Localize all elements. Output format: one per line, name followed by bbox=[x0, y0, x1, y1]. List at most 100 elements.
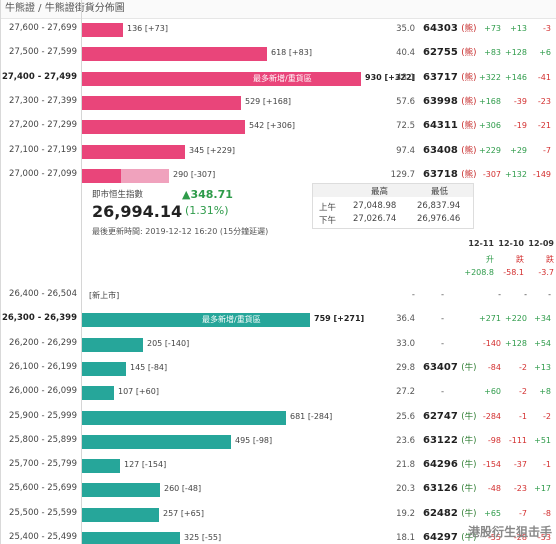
bar[interactable] bbox=[82, 95, 241, 110]
pm-label: 下午 bbox=[319, 216, 337, 226]
bull_rows-row: 26,400 - 26,504 [新上市] - - - - - bbox=[1, 284, 556, 308]
bar[interactable] bbox=[82, 507, 159, 522]
warrant-code-empty: - bbox=[441, 314, 445, 325]
daily-change: -23 bbox=[513, 484, 527, 494]
strike-range: 25,900 - 25,999 bbox=[9, 410, 77, 421]
index-value: 26,994.14 bbox=[92, 202, 183, 221]
warrant-code[interactable]: 62482 (牛) bbox=[423, 507, 477, 519]
pts-2: -58.1 bbox=[503, 268, 524, 277]
warrant-code-empty: - bbox=[441, 338, 445, 349]
bull_rows-row: 25,400 - 25,499 325 [-55] 18.1 64297 (牛) -55… bbox=[1, 527, 556, 544]
strike-range: 25,400 - 25,499 bbox=[9, 532, 77, 542]
bar[interactable] bbox=[82, 483, 160, 498]
bar[interactable] bbox=[82, 459, 120, 474]
bar-label: 136 [+73] bbox=[127, 24, 168, 33]
daily-change: +29 bbox=[510, 145, 527, 155]
bar[interactable] bbox=[82, 23, 123, 37]
daily-change: -1 bbox=[519, 411, 527, 421]
strike-range: 27,400 - 27,499 bbox=[1, 71, 77, 82]
index-title: 即市恒生指數 bbox=[92, 190, 144, 200]
daily-change: +13 bbox=[534, 362, 551, 372]
hot-zone-label: 最多新增/重貨區 bbox=[253, 73, 312, 83]
bar-label: 759 [+271] bbox=[314, 314, 365, 324]
strike-range: 25,800 - 25,899 bbox=[9, 434, 77, 445]
daily-change: +51 bbox=[534, 435, 551, 445]
strike-range: 25,600 - 25,699 bbox=[9, 483, 77, 494]
last-updated: 最後更新時間: 2019-12-12 16:20 (15分鐘延遲) bbox=[92, 227, 269, 236]
bar[interactable] bbox=[82, 532, 180, 544]
bar-label: 290 [-307] bbox=[173, 169, 216, 179]
bar[interactable] bbox=[82, 120, 245, 135]
bear_rows-row: 27,300 - 27,399 529 [+168] 57.6 63998 (熊) +1… bbox=[1, 91, 556, 115]
am-high: 27,048.98 bbox=[353, 201, 397, 211]
bear_rows-row: 27,000 - 27,099 290 [-307] 129.7 63718 (熊) -… bbox=[1, 164, 556, 188]
strike-range: 26,300 - 26,399 bbox=[1, 313, 77, 324]
pts-1: +208.8 bbox=[464, 268, 494, 277]
daily-change: +132 bbox=[505, 169, 527, 179]
warrant-code[interactable]: 63718 (熊) bbox=[423, 168, 477, 180]
bar[interactable] bbox=[82, 71, 361, 86]
warrant-code[interactable]: 64296 (牛) bbox=[423, 459, 477, 471]
warrant-code[interactable]: 62755 (熊) bbox=[423, 47, 477, 59]
warrant-code[interactable]: 63998 (熊) bbox=[423, 95, 477, 107]
bar[interactable] bbox=[82, 144, 185, 159]
warrant-code[interactable]: 64303 (熊) bbox=[423, 23, 477, 34]
daily-change: +168 bbox=[479, 96, 501, 106]
daily-change: -84 bbox=[487, 362, 501, 372]
warrant-code-empty: - bbox=[441, 387, 445, 398]
bull_rows-row: 25,700 - 25,799 127 [-154] 21.8 64296 (牛) -1… bbox=[1, 454, 556, 478]
bar[interactable] bbox=[82, 313, 310, 328]
daily-change: +229 bbox=[479, 145, 501, 155]
bull_rows-row: 25,600 - 25,699 260 [-48] 20.3 63126 (牛) -48… bbox=[1, 478, 556, 502]
daily-change: -48 bbox=[487, 484, 501, 494]
warrant-code[interactable]: 63126 (牛) bbox=[423, 483, 477, 495]
bar[interactable] bbox=[82, 410, 286, 425]
bar-reduced bbox=[121, 168, 169, 183]
warrant-code[interactable]: 62747 (牛) bbox=[423, 410, 477, 422]
warrant-code[interactable]: 63408 (熊) bbox=[423, 144, 477, 156]
daily-change: -28 bbox=[513, 533, 527, 542]
bear_rows-row: 27,200 - 27,299 542 [+306] 72.5 64311 (熊) +3… bbox=[1, 115, 556, 139]
bear_rows-row: 27,600 - 27,699 136 [+73] 35.0 64303 (熊) +73… bbox=[1, 18, 556, 42]
warrant-code[interactable]: 63717 (熊) bbox=[423, 71, 477, 83]
daily-change: -3 bbox=[543, 24, 551, 33]
ratio: - bbox=[411, 290, 415, 300]
warrant-code[interactable]: 64297 (牛) bbox=[423, 532, 477, 543]
bar[interactable] bbox=[82, 361, 126, 376]
daily-change: -23 bbox=[537, 96, 551, 106]
daily-change: -55 bbox=[487, 533, 501, 542]
daily-change: -8 bbox=[543, 508, 551, 518]
daily-change: +73 bbox=[484, 24, 501, 33]
warrant-code[interactable]: 63407 (牛) bbox=[423, 361, 477, 373]
strike-range: 27,000 - 27,099 bbox=[9, 168, 77, 179]
breadcrumb[interactable]: 牛熊證 / 牛熊證街貨分佈圖 bbox=[1, 0, 556, 19]
bull_rows-row: 25,800 - 25,899 495 [-98] 23.6 63122 (牛) -98… bbox=[1, 430, 556, 454]
bar[interactable] bbox=[82, 47, 267, 62]
daily-change: -37 bbox=[513, 460, 527, 470]
pm-high: 27,026.74 bbox=[353, 214, 397, 224]
daily-change: +54 bbox=[534, 338, 551, 348]
bar-label: 930 [+322] bbox=[365, 72, 416, 82]
strike-range: 25,500 - 25,599 bbox=[9, 507, 77, 518]
daily-change: +146 bbox=[505, 72, 527, 82]
ratio: 35.0 bbox=[396, 24, 415, 34]
bull_rows-row: 25,500 - 25,599 257 [+65] 19.2 62482 (牛) +65… bbox=[1, 503, 556, 527]
daily-change: +17 bbox=[534, 484, 551, 494]
warrant-code[interactable]: 64311 (熊) bbox=[423, 120, 477, 132]
daily-change: +128 bbox=[505, 338, 527, 348]
ratio: 57.6 bbox=[396, 96, 415, 107]
strike-range: 27,600 - 27,699 bbox=[9, 23, 77, 33]
daily-change: -140 bbox=[482, 338, 501, 348]
daily-change: +6 bbox=[539, 48, 551, 58]
daily-change: +220 bbox=[505, 314, 527, 324]
daily-change: +34 bbox=[534, 314, 551, 324]
date-1: 12-11 bbox=[468, 239, 494, 248]
warrant-code[interactable]: 63122 (牛) bbox=[423, 434, 477, 446]
bar-label: 205 [-140] bbox=[147, 338, 190, 348]
bar[interactable] bbox=[82, 434, 231, 449]
daily-change: +65 bbox=[484, 508, 501, 518]
bar[interactable] bbox=[82, 337, 143, 352]
bar-label: 145 [-84] bbox=[130, 362, 168, 372]
bar[interactable] bbox=[82, 386, 114, 401]
